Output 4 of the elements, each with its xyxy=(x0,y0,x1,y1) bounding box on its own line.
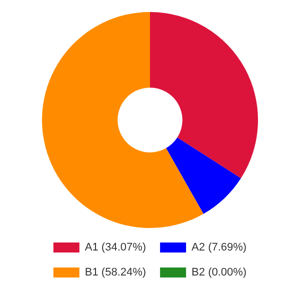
legend-label: B1 (58.24%) xyxy=(84,266,146,279)
legend-label: B2 (0.00%) xyxy=(192,266,247,279)
legend-label: A1 (34.07%) xyxy=(84,242,146,254)
legend-label: A2 (7.69%) xyxy=(192,242,247,254)
